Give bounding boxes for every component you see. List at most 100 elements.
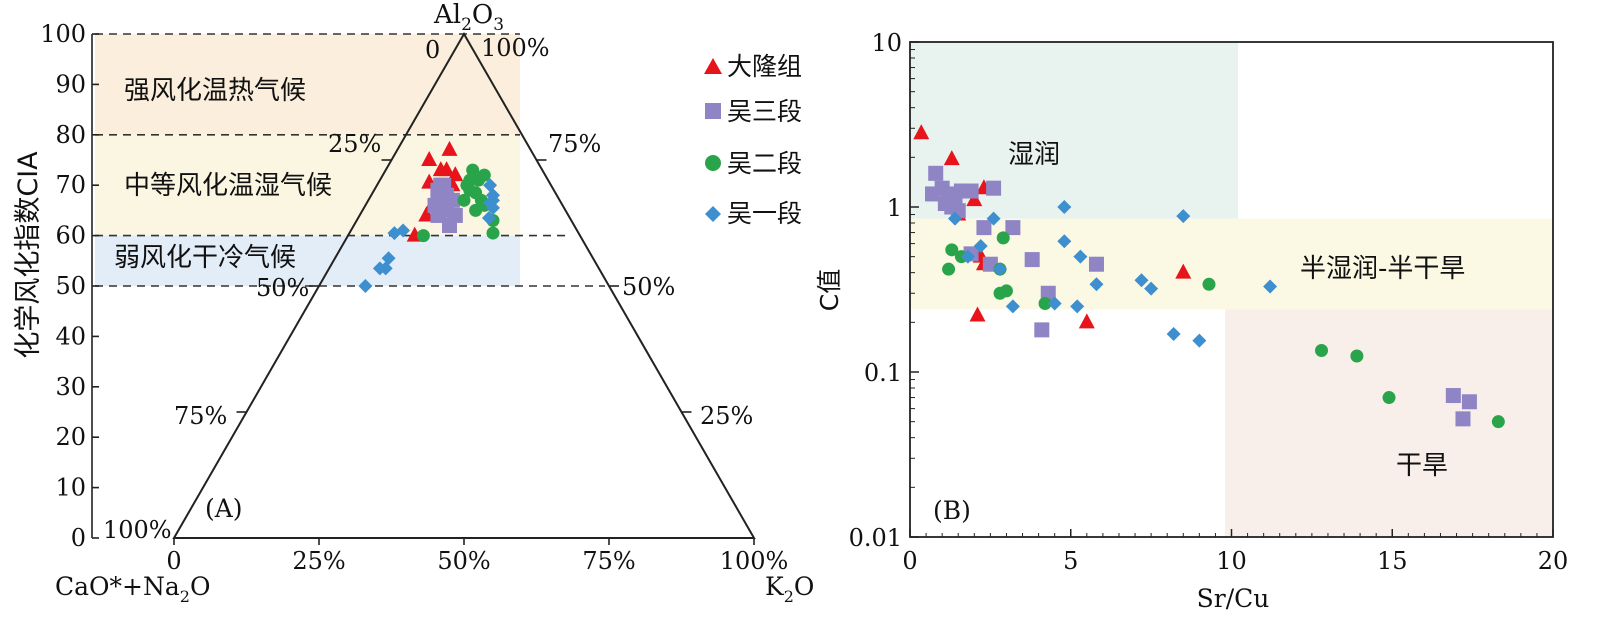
x-tick-label: 20 bbox=[1538, 547, 1569, 575]
right-side-label-100: 100% bbox=[481, 34, 550, 62]
legend-label-wu2: 吴二段 bbox=[727, 149, 802, 178]
point-wu1 bbox=[1005, 299, 1020, 314]
point-wu3 bbox=[986, 180, 1002, 196]
y-tick-label: 90 bbox=[55, 70, 86, 98]
point-wu3 bbox=[442, 218, 457, 234]
x-tick-label: 15 bbox=[1377, 547, 1408, 575]
x-tick-label: 0 bbox=[166, 547, 181, 575]
point-wu2 bbox=[416, 229, 430, 243]
point-wu2 bbox=[457, 193, 471, 207]
left-side-label-0: 0 bbox=[425, 36, 440, 64]
zone-label-arid: 干旱 bbox=[1396, 451, 1448, 481]
axes: 0 5 10 15 20 0.01 0.1 1 10 bbox=[849, 29, 1569, 575]
x-tick-label: 25% bbox=[292, 547, 345, 575]
y-tick-label: 20 bbox=[55, 423, 86, 451]
point-wu1 bbox=[358, 279, 373, 293]
point-wu1 bbox=[960, 249, 975, 264]
x-axis-label: Sr/Cu bbox=[1197, 584, 1270, 613]
apex-left-label: CaO*+Na2O bbox=[55, 572, 210, 606]
cia-axis: 0 10 20 30 40 50 60 70 80 90 100 0 25% 50% 75% 100% bbox=[40, 20, 788, 575]
y-axis-label: C值 bbox=[815, 269, 844, 311]
point-wu1 bbox=[1073, 249, 1088, 264]
point-dalong bbox=[913, 124, 930, 140]
point-wu3 bbox=[444, 192, 460, 208]
zone-band bbox=[95, 235, 520, 286]
y-axis-label: 化学风化指数CIA bbox=[13, 151, 44, 359]
point-dalong bbox=[447, 166, 464, 182]
x-tick-label: 10 bbox=[1216, 547, 1247, 575]
point-wu2 bbox=[1382, 391, 1396, 405]
point-dalong bbox=[421, 151, 438, 166]
zone-label-strong: 强风化温热气候 bbox=[124, 76, 306, 106]
data-points bbox=[358, 140, 500, 293]
point-wu3 bbox=[1461, 394, 1477, 410]
apex-top-label: Al2O3 bbox=[433, 0, 504, 35]
point-wu1 bbox=[483, 178, 498, 193]
point-wu3 bbox=[928, 165, 944, 181]
point-wu3 bbox=[976, 220, 992, 236]
point-dalong bbox=[438, 161, 455, 177]
y-tick-label: 1 bbox=[887, 194, 902, 222]
point-wu1 bbox=[486, 200, 500, 215]
point-wu3 bbox=[1024, 252, 1040, 268]
point-dalong bbox=[943, 150, 960, 166]
point-wu1 bbox=[1057, 234, 1072, 249]
point-wu3 bbox=[1445, 388, 1461, 404]
left-side-label-100: 100% bbox=[103, 516, 172, 544]
panel-b-label: (B) bbox=[933, 496, 971, 525]
panel-a: 0 10 20 30 40 50 60 70 80 90 100 0 25% 50% 75% 100% 强风化… bbox=[13, 0, 814, 606]
point-wu1 bbox=[396, 223, 411, 238]
left-side-label-75: 75% bbox=[174, 402, 227, 430]
point-dalong bbox=[966, 191, 983, 207]
y-tick-label: 10 bbox=[55, 474, 86, 502]
point-wu1 bbox=[1166, 326, 1181, 341]
point-wu1 bbox=[1192, 333, 1207, 348]
y-tick-label: 0.1 bbox=[864, 359, 902, 387]
point-dalong bbox=[1078, 313, 1095, 329]
point-wu1 bbox=[381, 251, 396, 266]
right-side-label-25: 25% bbox=[700, 402, 753, 430]
point-wu2 bbox=[1315, 343, 1329, 357]
point-wu1 bbox=[1134, 273, 1149, 288]
legend-label-wu1: 吴一段 bbox=[727, 199, 802, 228]
point-wu1 bbox=[986, 211, 1001, 226]
point-wu2 bbox=[999, 284, 1013, 298]
point-wu3 bbox=[430, 207, 446, 223]
panel-b: 0 5 10 15 20 0.01 0.1 1 10 湿润 半湿润-半干旱 干旱 (B) Sr/… bbox=[815, 29, 1568, 613]
legend-marker-wu2 bbox=[705, 155, 721, 171]
point-wu1 bbox=[948, 211, 963, 226]
x-tick-label: 75% bbox=[582, 547, 635, 575]
left-side-label-25: 25% bbox=[328, 130, 381, 158]
legend-marker-dalong bbox=[704, 58, 722, 74]
panel-a-label: (A) bbox=[205, 494, 243, 523]
point-wu2 bbox=[466, 163, 480, 177]
point-wu1 bbox=[1089, 277, 1104, 292]
y-tick-label: 30 bbox=[55, 373, 86, 401]
legend-marker-wu1 bbox=[705, 206, 721, 222]
y-tick-label: 50 bbox=[55, 272, 86, 300]
point-wu1 bbox=[993, 262, 1008, 277]
point-wu2 bbox=[486, 226, 500, 240]
x-tick-label: 50% bbox=[437, 547, 490, 575]
ternary-triangle bbox=[172, 31, 756, 539]
point-wu1 bbox=[973, 239, 988, 254]
legend-label-dalong: 大隆组 bbox=[727, 52, 802, 81]
y-tick-label: 70 bbox=[55, 171, 86, 199]
point-wu2 bbox=[477, 168, 491, 182]
y-tick-label: 10 bbox=[871, 29, 902, 57]
point-wu1 bbox=[1144, 281, 1159, 296]
zone-label-semi: 半湿润-半干旱 bbox=[1300, 254, 1465, 284]
x-tick-label: 100% bbox=[720, 547, 789, 575]
zone-label-medium: 中等风化温湿气候 bbox=[124, 171, 332, 201]
right-side-label-75: 75% bbox=[548, 130, 601, 158]
zone-band bbox=[95, 34, 520, 135]
point-wu3 bbox=[1040, 285, 1056, 301]
y-tick-label: 60 bbox=[55, 222, 86, 250]
point-dalong bbox=[969, 306, 986, 322]
point-dalong bbox=[418, 206, 435, 222]
y-tick-label: 100 bbox=[40, 20, 86, 48]
point-wu1 bbox=[1057, 200, 1072, 214]
point-wu3 bbox=[436, 177, 452, 193]
point-wu3 bbox=[1088, 256, 1104, 272]
x-tick-label: 0 bbox=[902, 547, 917, 575]
